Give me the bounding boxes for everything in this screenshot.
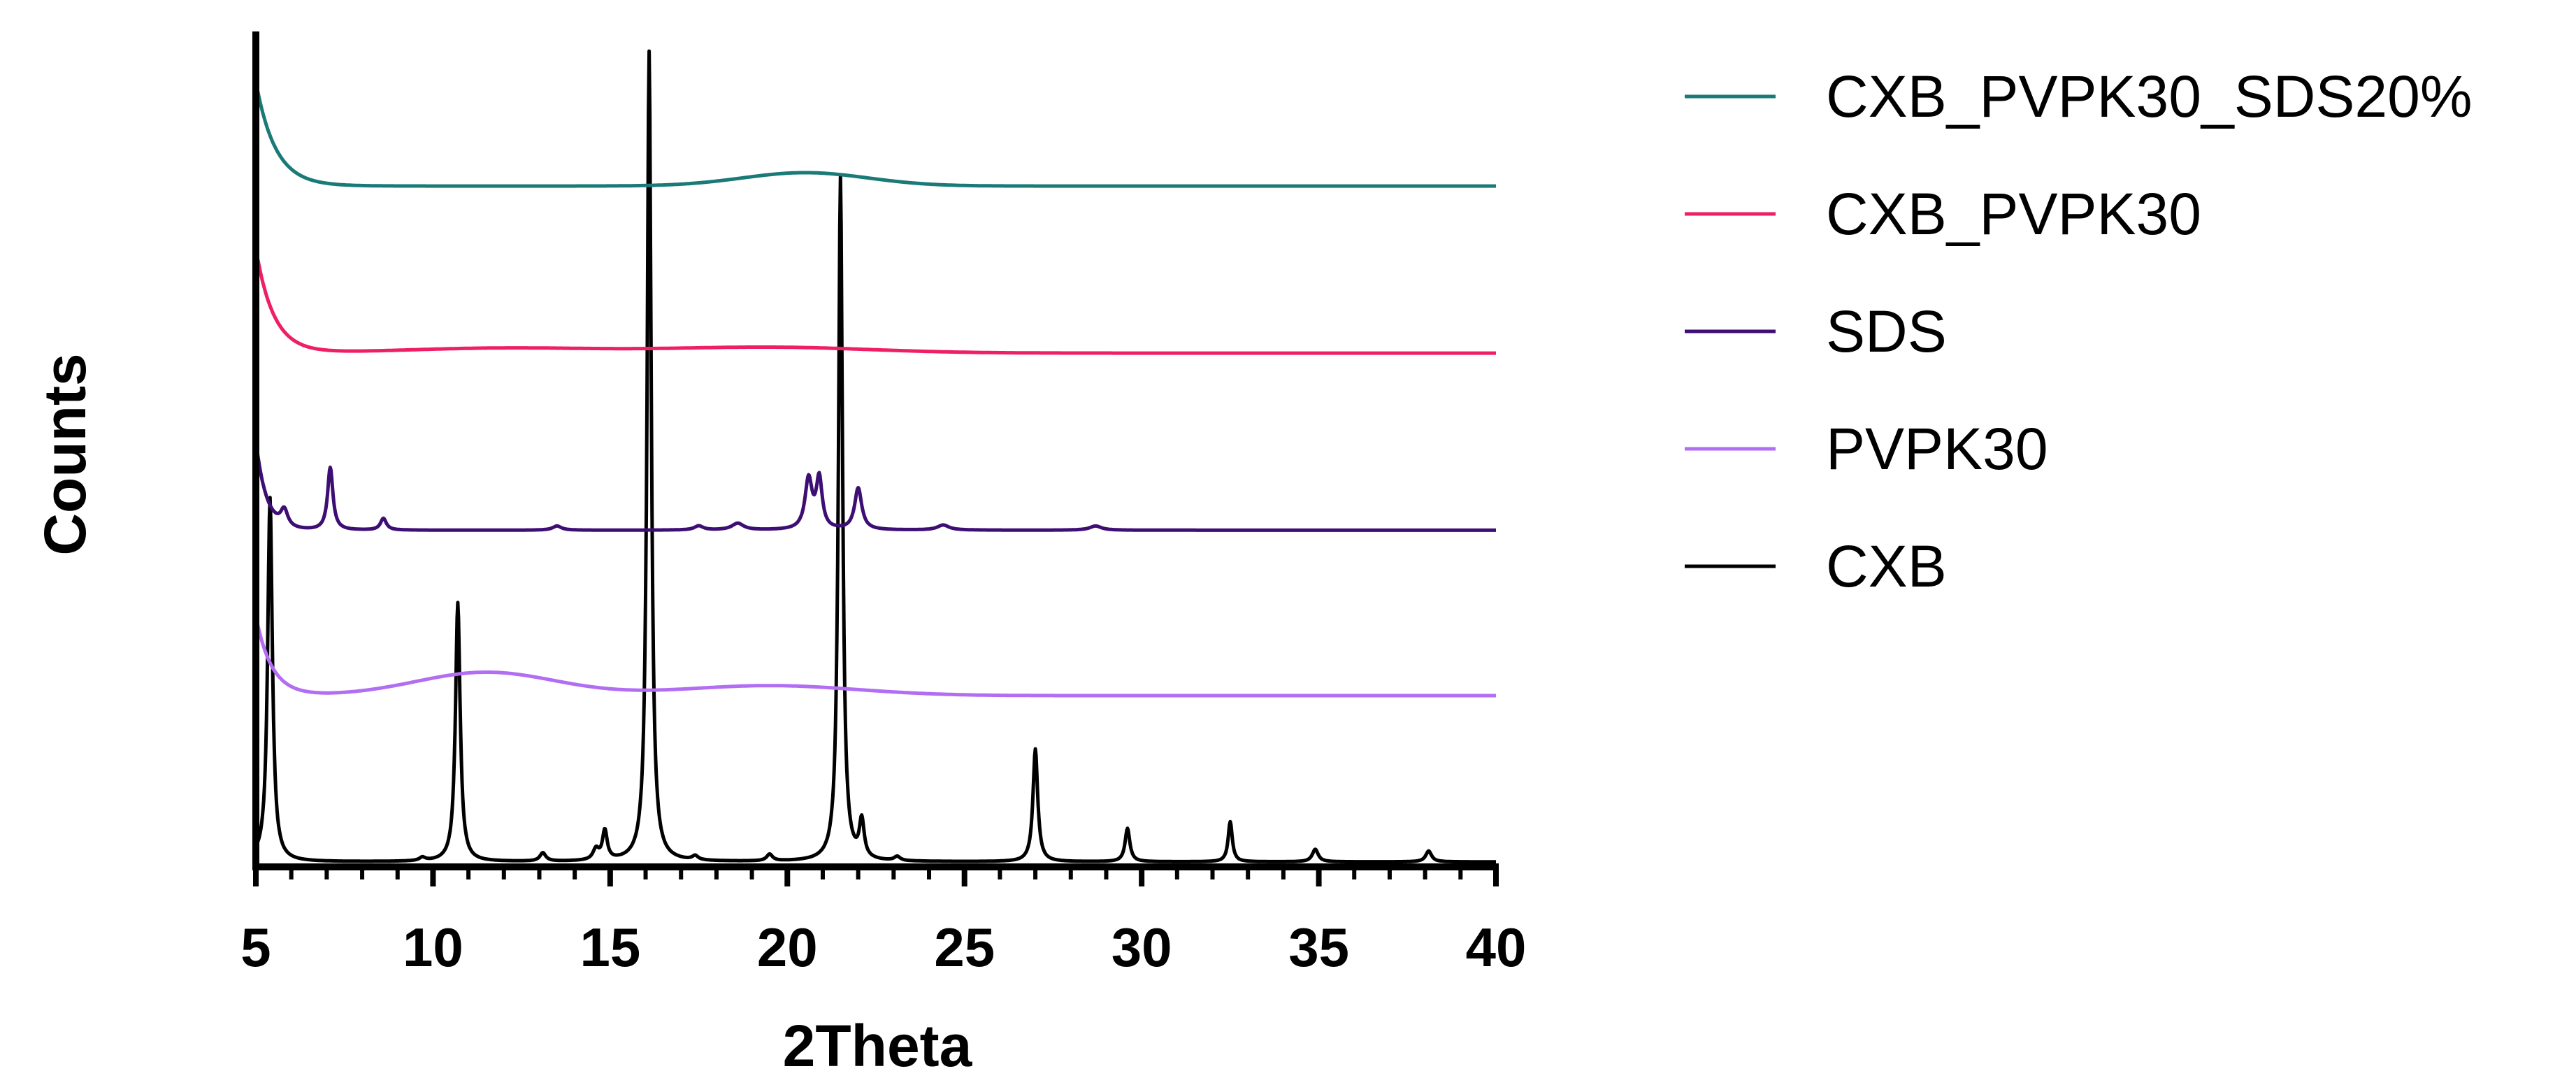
legend-label-pvpk30: PVPK30 — [1826, 416, 2048, 482]
y-axis-title: Counts — [32, 353, 98, 555]
legend-label-cxb-pvpk30: CXB_PVPK30 — [1826, 181, 2201, 247]
x-tick-label: 5 — [240, 917, 271, 978]
legend: CXB_PVPK30_SDS20% CXB_PVPK30 SDS PVPK30 CXB — [1685, 64, 2473, 599]
x-axis-title: 2Theta — [783, 1013, 973, 1079]
series-line-sds — [254, 440, 1497, 532]
series-layer — [254, 49, 1497, 864]
legend-label-cxb-pvpk30-sds20: CXB_PVPK30_SDS20% — [1826, 64, 2473, 129]
legend-label-sds: SDS — [1826, 299, 1947, 364]
series-line-cxb-pvpk30 — [254, 247, 1497, 355]
x-tick-label: 35 — [1288, 917, 1349, 978]
legend-label-cxb: CXB — [1826, 533, 1947, 599]
x-tick-label: 30 — [1111, 917, 1172, 978]
x-tick-label: 20 — [757, 917, 818, 978]
axis-layer: 5 10 15 20 25 30 35 40 — [240, 31, 1526, 978]
series-line-pvpk30 — [254, 615, 1497, 698]
x-tick-label: 10 — [403, 917, 463, 978]
series-line-cxb — [254, 49, 1497, 864]
series-line-cxb-pvpk30-sds20 — [254, 81, 1497, 188]
x-tick-label: 15 — [580, 917, 640, 978]
x-tick-layer: 5 10 15 20 25 30 35 40 — [240, 867, 1526, 978]
x-tick-label: 40 — [1466, 917, 1527, 978]
x-tick-label: 25 — [934, 917, 995, 978]
